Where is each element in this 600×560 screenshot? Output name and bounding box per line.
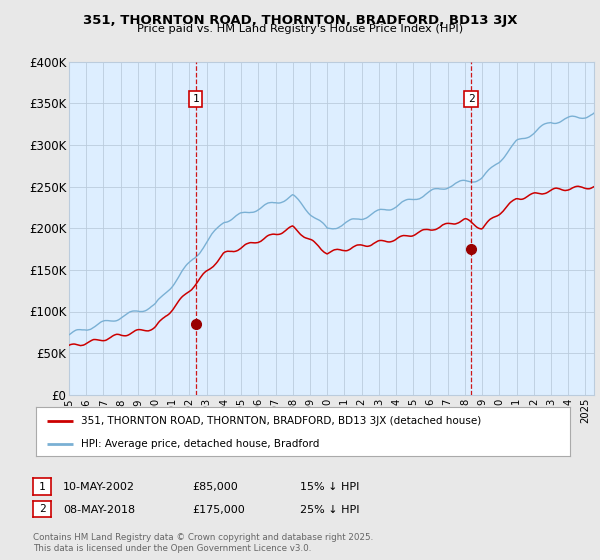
Text: 2: 2 (38, 504, 46, 514)
Text: Price paid vs. HM Land Registry's House Price Index (HPI): Price paid vs. HM Land Registry's House … (137, 24, 463, 34)
Text: 10-MAY-2002: 10-MAY-2002 (63, 482, 135, 492)
Text: 351, THORNTON ROAD, THORNTON, BRADFORD, BD13 3JX (detached house): 351, THORNTON ROAD, THORNTON, BRADFORD, … (82, 416, 482, 426)
Text: 08-MAY-2018: 08-MAY-2018 (63, 505, 135, 515)
Text: £175,000: £175,000 (192, 505, 245, 515)
Text: 1: 1 (193, 94, 199, 104)
Text: 2: 2 (468, 94, 475, 104)
Text: 15% ↓ HPI: 15% ↓ HPI (300, 482, 359, 492)
Text: 1: 1 (38, 482, 46, 492)
Text: £85,000: £85,000 (192, 482, 238, 492)
Text: HPI: Average price, detached house, Bradford: HPI: Average price, detached house, Brad… (82, 439, 320, 449)
Text: 351, THORNTON ROAD, THORNTON, BRADFORD, BD13 3JX: 351, THORNTON ROAD, THORNTON, BRADFORD, … (83, 14, 517, 27)
Text: Contains HM Land Registry data © Crown copyright and database right 2025.
This d: Contains HM Land Registry data © Crown c… (33, 533, 373, 553)
Text: 25% ↓ HPI: 25% ↓ HPI (300, 505, 359, 515)
